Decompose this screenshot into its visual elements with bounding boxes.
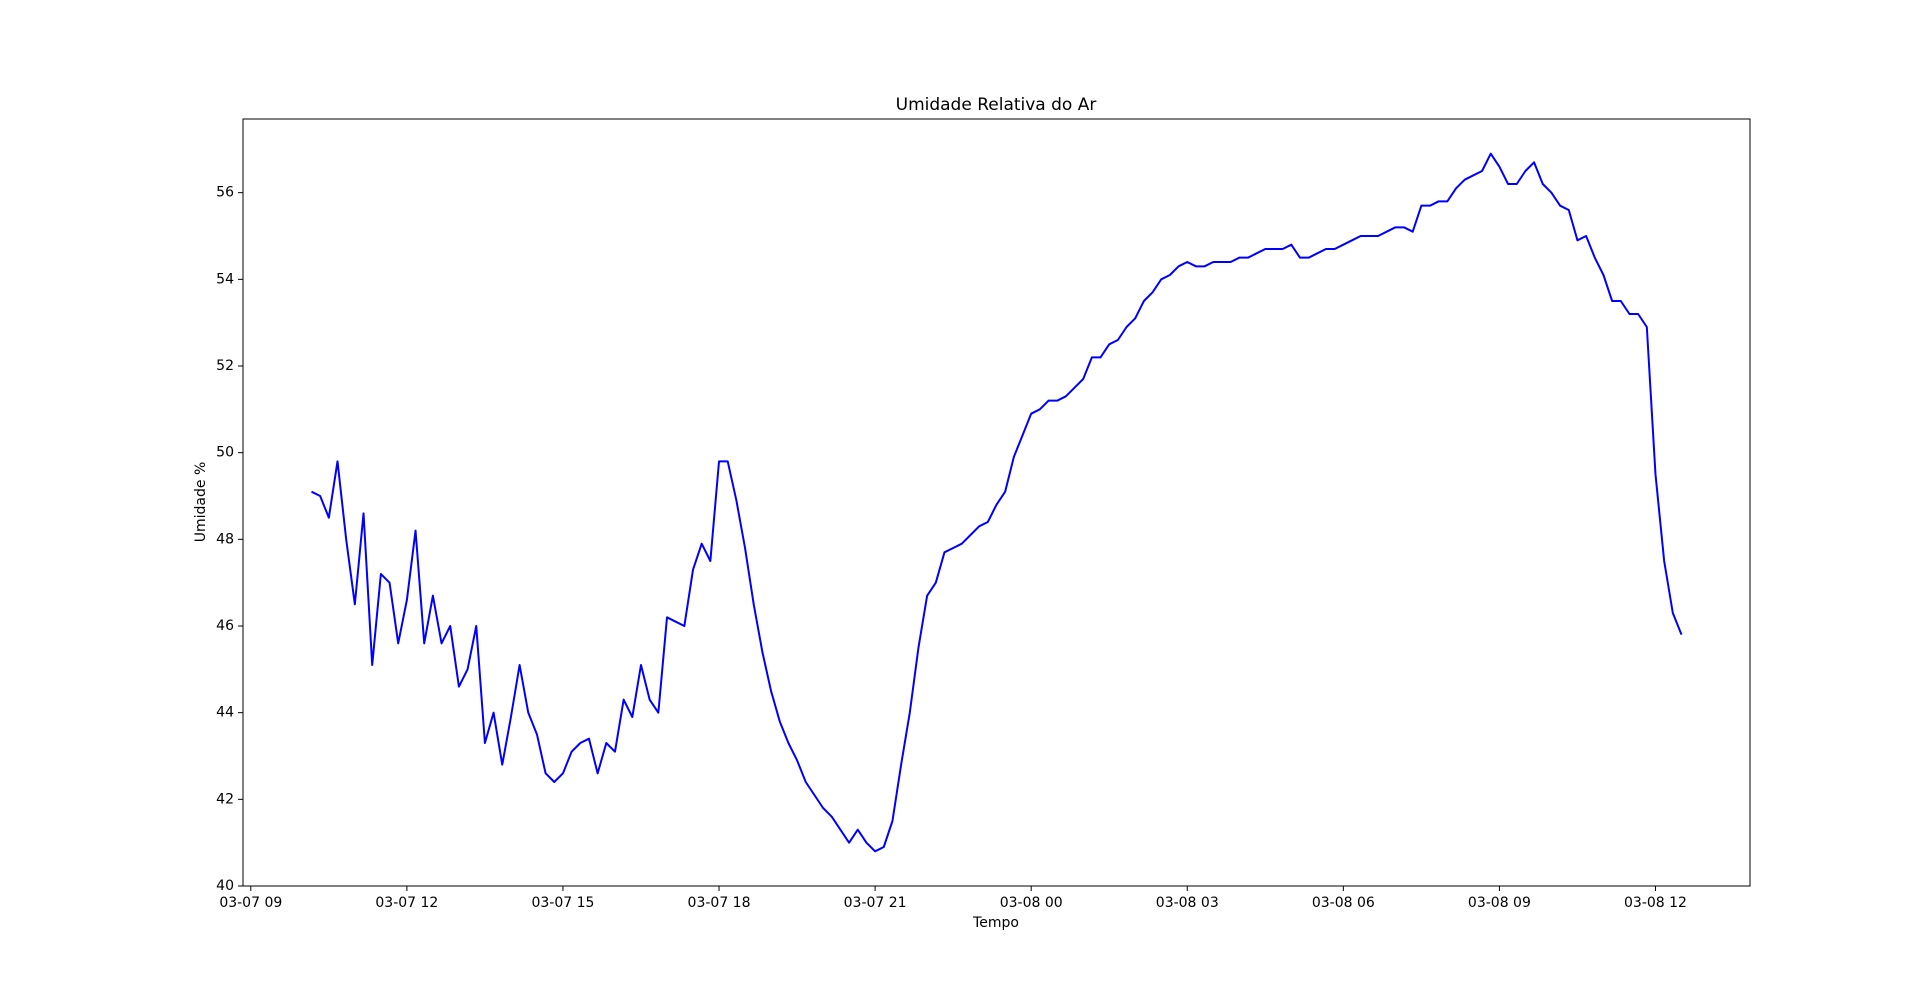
x-tick-label: 03-08 12 bbox=[1624, 895, 1687, 911]
y-tick-label: 46 bbox=[216, 618, 234, 634]
x-tick-label: 03-08 06 bbox=[1312, 895, 1375, 911]
data-line bbox=[311, 152, 1683, 853]
x-tick-label: 03-08 00 bbox=[1000, 895, 1063, 911]
y-tick-label: 56 bbox=[216, 185, 234, 201]
y-tick-label: 40 bbox=[216, 878, 234, 894]
y-tick-label: 42 bbox=[216, 791, 234, 807]
x-tick-label: 03-07 12 bbox=[375, 895, 438, 911]
x-tick-label: 03-08 03 bbox=[1156, 895, 1219, 911]
x-tick-label: 03-07 18 bbox=[688, 895, 751, 911]
y-tick-label: 50 bbox=[216, 445, 234, 461]
x-tick-label: 03-07 09 bbox=[219, 895, 282, 911]
x-tick-label: 03-08 09 bbox=[1468, 895, 1531, 911]
x-tick-label: 03-07 15 bbox=[531, 895, 594, 911]
y-tick-label: 54 bbox=[216, 271, 234, 287]
plot-frame bbox=[242, 118, 1751, 887]
y-tick-label: 48 bbox=[216, 531, 234, 547]
y-tick-label: 52 bbox=[216, 358, 234, 374]
chart-title: Umidade Relativa do Ar bbox=[896, 95, 1097, 115]
y-tick-label: 44 bbox=[216, 705, 234, 721]
y-axis-label: Umidade % bbox=[193, 462, 209, 543]
x-tick-label: 03-07 21 bbox=[844, 895, 907, 911]
x-axis-label: Tempo bbox=[972, 915, 1019, 931]
